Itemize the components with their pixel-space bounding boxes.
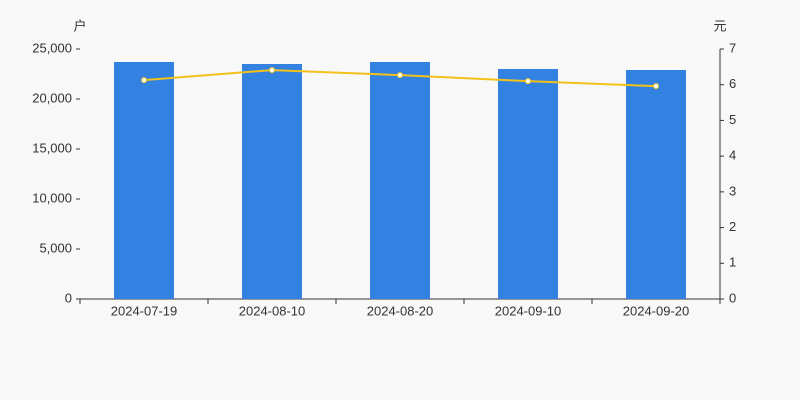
y-tick-label: 25,000	[32, 40, 72, 55]
x-tick-label: 2024-08-20	[367, 303, 434, 318]
y-tick-label: 10,000	[32, 190, 72, 205]
y-tick-label: 20,000	[32, 90, 72, 105]
bar	[626, 70, 686, 299]
point	[653, 83, 659, 90]
point	[525, 78, 531, 85]
y2-tick-label: 5	[729, 112, 736, 127]
y-tick-label: 0	[65, 290, 72, 305]
y2-tick-label: 4	[729, 148, 736, 163]
y2-tick-label: 0	[729, 290, 736, 305]
bar	[242, 64, 302, 299]
y2-axis-label: 元	[713, 18, 726, 33]
y2-tick-label: 2	[729, 219, 736, 234]
bar	[498, 69, 558, 299]
y2-tick-label: 3	[729, 183, 736, 198]
y2-tick-label: 6	[729, 76, 736, 91]
x-tick-label: 2024-09-20	[623, 303, 690, 318]
x-tick-label: 2024-08-10	[239, 303, 306, 318]
point	[397, 72, 403, 79]
point	[141, 77, 147, 84]
bar	[114, 62, 174, 299]
y2-tick-label: 7	[729, 40, 736, 55]
y-axis-label: 户	[73, 18, 86, 33]
y2-tick-label: 1	[729, 255, 736, 270]
bar	[370, 62, 430, 299]
x-tick-label: 2024-09-10	[495, 303, 562, 318]
y-tick-label: 5,000	[39, 240, 72, 255]
point	[269, 67, 275, 74]
y-tick-label: 15,000	[32, 140, 72, 155]
x-tick-label: 2024-07-19	[111, 303, 178, 318]
